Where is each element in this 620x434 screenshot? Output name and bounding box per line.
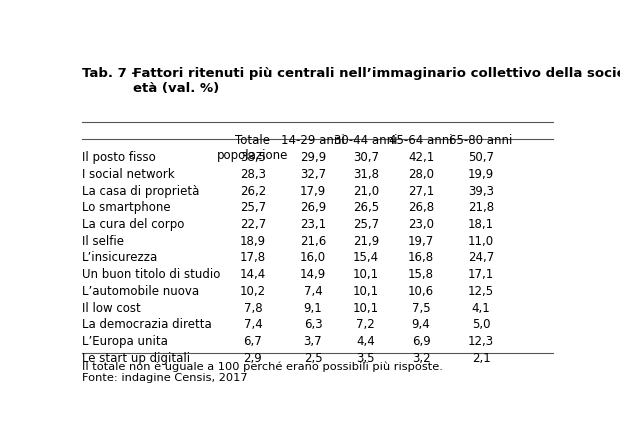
Text: 2,9: 2,9	[244, 351, 262, 364]
Text: La democrazia diretta: La democrazia diretta	[82, 318, 212, 331]
Text: 28,0: 28,0	[408, 168, 434, 181]
Text: 14-29 anni: 14-29 anni	[281, 134, 345, 147]
Text: 30-44 anni: 30-44 anni	[334, 134, 397, 147]
Text: 10,1: 10,1	[353, 301, 379, 314]
Text: 30,7: 30,7	[353, 151, 379, 164]
Text: 12,5: 12,5	[468, 284, 494, 297]
Text: 10,1: 10,1	[353, 268, 379, 281]
Text: 2,5: 2,5	[304, 351, 322, 364]
Text: 21,9: 21,9	[353, 234, 379, 247]
Text: 15,8: 15,8	[408, 268, 434, 281]
Text: Lo smartphone: Lo smartphone	[82, 201, 171, 214]
Text: La casa di proprietà: La casa di proprietà	[82, 184, 200, 197]
Text: 16,0: 16,0	[300, 251, 326, 264]
Text: 21,6: 21,6	[300, 234, 326, 247]
Text: 4,1: 4,1	[472, 301, 490, 314]
Text: 26,2: 26,2	[240, 184, 266, 197]
Text: 23,1: 23,1	[300, 217, 326, 230]
Text: 7,4: 7,4	[244, 318, 262, 331]
Text: 26,5: 26,5	[353, 201, 379, 214]
Text: 42,1: 42,1	[408, 151, 434, 164]
Text: 23,0: 23,0	[408, 217, 434, 230]
Text: Le start up digitali: Le start up digitali	[82, 351, 190, 364]
Text: 27,1: 27,1	[408, 184, 434, 197]
Text: 19,7: 19,7	[408, 234, 434, 247]
Text: 26,8: 26,8	[408, 201, 434, 214]
Text: 2,1: 2,1	[472, 351, 490, 364]
Text: Il totale non è uguale a 100 perché erano possibili più risposte.: Il totale non è uguale a 100 perché eran…	[82, 360, 443, 371]
Text: 18,9: 18,9	[240, 234, 266, 247]
Text: 3,7: 3,7	[304, 335, 322, 348]
Text: 6,9: 6,9	[412, 335, 430, 348]
Text: 65-80 anni: 65-80 anni	[450, 134, 513, 147]
Text: 14,4: 14,4	[240, 268, 266, 281]
Text: 50,7: 50,7	[468, 151, 494, 164]
Text: 24,7: 24,7	[468, 251, 494, 264]
Text: Fonte: indagine Censis, 2017: Fonte: indagine Censis, 2017	[82, 372, 248, 382]
Text: L’insicurezza: L’insicurezza	[82, 251, 159, 264]
Text: I social network: I social network	[82, 168, 175, 181]
Text: 16,8: 16,8	[408, 251, 434, 264]
Text: 31,8: 31,8	[353, 168, 379, 181]
Text: 32,7: 32,7	[300, 168, 326, 181]
Text: 7,2: 7,2	[356, 318, 375, 331]
Text: 18,1: 18,1	[468, 217, 494, 230]
Text: 14,9: 14,9	[300, 268, 326, 281]
Text: Tab. 7 -: Tab. 7 -	[82, 67, 137, 80]
Text: 11,0: 11,0	[468, 234, 494, 247]
Text: 10,6: 10,6	[408, 284, 434, 297]
Text: 45-64 anni: 45-64 anni	[389, 134, 453, 147]
Text: Un buon titolo di studio: Un buon titolo di studio	[82, 268, 221, 281]
Text: 6,7: 6,7	[244, 335, 262, 348]
Text: L’automobile nuova: L’automobile nuova	[82, 284, 200, 297]
Text: Il low cost: Il low cost	[82, 301, 141, 314]
Text: 9,4: 9,4	[412, 318, 430, 331]
Text: Il posto fisso: Il posto fisso	[82, 151, 156, 164]
Text: 25,7: 25,7	[353, 217, 379, 230]
Text: 3,5: 3,5	[356, 351, 375, 364]
Text: 38,5: 38,5	[240, 151, 266, 164]
Text: 10,2: 10,2	[240, 284, 266, 297]
Text: 6,3: 6,3	[304, 318, 322, 331]
Text: 12,3: 12,3	[468, 335, 494, 348]
Text: 22,7: 22,7	[240, 217, 266, 230]
Text: 17,9: 17,9	[300, 184, 326, 197]
Text: 28,3: 28,3	[240, 168, 266, 181]
Text: 21,0: 21,0	[353, 184, 379, 197]
Text: Fattori ritenuti più centrali nell’immaginario collettivo della società di oggi,: Fattori ritenuti più centrali nell’immag…	[133, 67, 620, 95]
Text: 26,9: 26,9	[300, 201, 326, 214]
Text: L’Europa unita: L’Europa unita	[82, 335, 168, 348]
Text: 29,9: 29,9	[300, 151, 326, 164]
Text: 39,3: 39,3	[468, 184, 494, 197]
Text: 7,8: 7,8	[244, 301, 262, 314]
Text: 7,5: 7,5	[412, 301, 430, 314]
Text: 17,8: 17,8	[240, 251, 266, 264]
Text: 19,9: 19,9	[468, 168, 494, 181]
Text: Il selfie: Il selfie	[82, 234, 124, 247]
Text: 10,1: 10,1	[353, 284, 379, 297]
Text: 25,7: 25,7	[240, 201, 266, 214]
Text: La cura del corpo: La cura del corpo	[82, 217, 185, 230]
Text: 4,4: 4,4	[356, 335, 375, 348]
Text: 17,1: 17,1	[468, 268, 494, 281]
Text: 21,8: 21,8	[468, 201, 494, 214]
Text: 3,2: 3,2	[412, 351, 430, 364]
Text: Totale
popolazione: Totale popolazione	[217, 134, 288, 162]
Text: 5,0: 5,0	[472, 318, 490, 331]
Text: 9,1: 9,1	[304, 301, 322, 314]
Text: 15,4: 15,4	[353, 251, 379, 264]
Text: 7,4: 7,4	[304, 284, 322, 297]
